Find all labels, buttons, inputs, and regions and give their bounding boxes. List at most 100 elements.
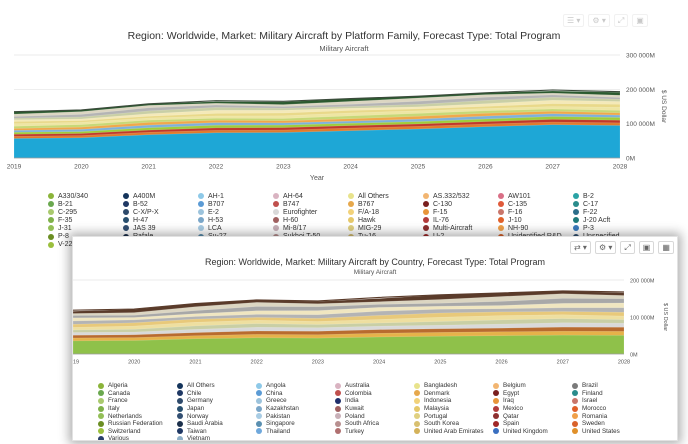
legend-item[interactable]: Thailand bbox=[256, 428, 335, 436]
legend-item[interactable]: Chile bbox=[177, 390, 256, 398]
legend-item[interactable]: C-130 bbox=[423, 200, 498, 208]
legend-item[interactable]: Qatar bbox=[493, 412, 572, 420]
legend-item[interactable]: P-8 bbox=[48, 232, 123, 240]
legend-item[interactable]: Kazakhstan bbox=[256, 405, 335, 413]
legend-item[interactable]: C-135 bbox=[498, 200, 573, 208]
legend-item[interactable]: Italy bbox=[98, 405, 177, 413]
legend-item[interactable]: Iraq bbox=[493, 397, 572, 405]
legend-item[interactable]: Japan bbox=[177, 405, 256, 413]
legend-item[interactable]: United Kingdom bbox=[493, 428, 572, 436]
legend-item[interactable]: V-22 bbox=[48, 241, 123, 249]
legend-item[interactable]: F-35 bbox=[48, 216, 123, 224]
legend-item[interactable]: AH-1 bbox=[198, 192, 273, 200]
legend-item[interactable]: Malaysia bbox=[414, 405, 493, 413]
legend-item[interactable]: H-47 bbox=[123, 216, 198, 224]
legend-item[interactable]: E-2 bbox=[198, 208, 273, 216]
legend-item[interactable]: South Africa bbox=[335, 420, 414, 428]
legend-item[interactable]: F/A-18 bbox=[348, 208, 423, 216]
legend-item[interactable]: P-3 bbox=[573, 224, 648, 232]
legend-item[interactable]: Saudi Arabia bbox=[177, 420, 256, 428]
legend-item[interactable]: Various bbox=[98, 435, 177, 440]
legend-item[interactable]: J-31 bbox=[48, 224, 123, 232]
legend-item[interactable]: South Korea bbox=[414, 420, 493, 428]
legend-item[interactable]: B-52 bbox=[123, 200, 198, 208]
legend-item[interactable]: Vietnam bbox=[177, 435, 256, 440]
legend-item[interactable]: H-60 bbox=[273, 216, 348, 224]
legend-item[interactable]: B-21 bbox=[48, 200, 123, 208]
legend-item[interactable]: Romania bbox=[572, 412, 651, 420]
legend-item[interactable]: All Others bbox=[177, 382, 256, 390]
legend-item[interactable]: Israel bbox=[572, 397, 651, 405]
legend-item[interactable]: AW101 bbox=[498, 192, 573, 200]
legend-item[interactable]: Russian Federation bbox=[98, 420, 177, 428]
legend-item[interactable]: Morocco bbox=[572, 405, 651, 413]
legend-item[interactable]: Kuwait bbox=[335, 405, 414, 413]
legend-item[interactable]: Netherlands bbox=[98, 412, 177, 420]
legend-item[interactable]: Greece bbox=[256, 397, 335, 405]
legend-item[interactable]: MIG-29 bbox=[348, 224, 423, 232]
legend-item[interactable]: France bbox=[98, 397, 177, 405]
grid-button[interactable]: ▦ bbox=[658, 241, 674, 254]
legend-item[interactable]: A400M bbox=[123, 192, 198, 200]
legend-item[interactable]: Turkey bbox=[335, 428, 414, 436]
lock-button[interactable]: ▣ bbox=[632, 14, 648, 27]
legend-item[interactable]: A330/340 bbox=[48, 192, 123, 200]
legend-item[interactable]: Germany bbox=[177, 397, 256, 405]
legend-item[interactable]: Australia bbox=[335, 382, 414, 390]
legend-item[interactable]: Finland bbox=[572, 390, 651, 398]
legend-item[interactable]: Denmark bbox=[414, 390, 493, 398]
legend-item[interactable]: Pakistan bbox=[256, 412, 335, 420]
legend-item[interactable]: Canada bbox=[98, 390, 177, 398]
legend-item[interactable]: C-17 bbox=[573, 200, 648, 208]
legend-item[interactable]: H-53 bbox=[198, 216, 273, 224]
legend-item[interactable]: C-295 bbox=[48, 208, 123, 216]
legend-item[interactable]: Indonesia bbox=[414, 397, 493, 405]
menu-button[interactable]: ⇄ ▾ bbox=[570, 241, 591, 254]
legend-item[interactable]: F-22 bbox=[573, 208, 648, 216]
legend-item[interactable]: China bbox=[256, 390, 335, 398]
legend-item[interactable]: United States bbox=[572, 428, 651, 436]
legend-item[interactable]: J-10 bbox=[498, 216, 573, 224]
legend-item[interactable]: Taiwan bbox=[177, 428, 256, 436]
legend-item[interactable]: Egypt bbox=[493, 390, 572, 398]
legend-item[interactable]: Hawk bbox=[348, 216, 423, 224]
legend-item[interactable]: B767 bbox=[348, 200, 423, 208]
legend-item[interactable]: Algeria bbox=[98, 382, 177, 390]
legend-item[interactable]: LCA bbox=[198, 224, 273, 232]
legend-item[interactable]: Mi-8/17 bbox=[273, 224, 348, 232]
legend-item[interactable]: Mexico bbox=[493, 405, 572, 413]
legend-item[interactable]: JAS 39 bbox=[123, 224, 198, 232]
legend-item[interactable]: Portugal bbox=[414, 412, 493, 420]
legend-item[interactable]: United Arab Emirates bbox=[414, 428, 493, 436]
legend-item[interactable]: Switzerland bbox=[98, 428, 177, 436]
expand-button[interactable]: ⤢ bbox=[613, 14, 629, 27]
legend-item[interactable]: F-16 bbox=[498, 208, 573, 216]
legend-item[interactable]: All Others bbox=[348, 192, 423, 200]
legend-item[interactable]: Belgium bbox=[493, 382, 572, 390]
lock-button[interactable]: ▣ bbox=[638, 241, 655, 254]
legend-item[interactable]: Angola bbox=[256, 382, 335, 390]
legend-item[interactable]: IL-76 bbox=[423, 216, 498, 224]
legend-item[interactable]: B707 bbox=[198, 200, 273, 208]
legend-item[interactable]: Norway bbox=[177, 412, 256, 420]
legend-item[interactable]: Poland bbox=[335, 412, 414, 420]
settings-button[interactable]: ⚙ ▾ bbox=[594, 241, 617, 254]
legend-item[interactable]: C-X/P-X bbox=[123, 208, 198, 216]
expand-button[interactable]: ⤢ bbox=[620, 241, 635, 254]
legend-item[interactable]: B-2 bbox=[573, 192, 648, 200]
legend-item[interactable]: J-20 Acft bbox=[573, 216, 648, 224]
menu-button[interactable]: ☰ ▾ bbox=[563, 14, 585, 27]
legend-item[interactable]: AH-64 bbox=[273, 192, 348, 200]
legend-item[interactable]: Colombia bbox=[335, 390, 414, 398]
legend-item[interactable]: B747 bbox=[273, 200, 348, 208]
legend-item[interactable]: Bangladesh bbox=[414, 382, 493, 390]
legend-item[interactable]: Sweden bbox=[572, 420, 651, 428]
legend-item[interactable]: Eurofighter bbox=[273, 208, 348, 216]
legend-item[interactable]: Brazil bbox=[572, 382, 651, 390]
settings-button[interactable]: ⚙ ▾ bbox=[588, 14, 610, 27]
legend-item[interactable]: Multi-Aircraft bbox=[423, 224, 498, 232]
legend-item[interactable]: NH-90 bbox=[498, 224, 573, 232]
legend-item[interactable]: AS.332/532 bbox=[423, 192, 498, 200]
legend-item[interactable]: Spain bbox=[493, 420, 572, 428]
legend-item[interactable]: India bbox=[335, 397, 414, 405]
